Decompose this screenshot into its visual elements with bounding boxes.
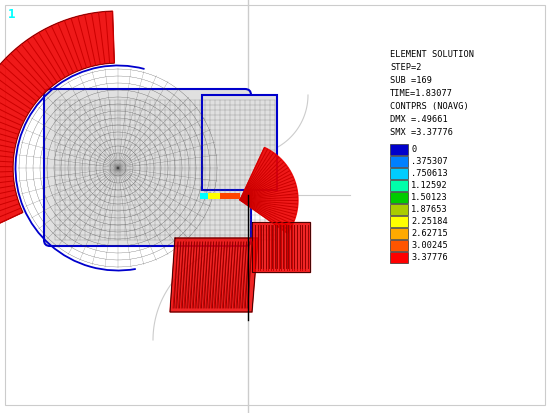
Text: 3.37776: 3.37776 — [411, 253, 448, 262]
Bar — [390, 144, 408, 155]
Polygon shape — [252, 222, 310, 272]
Bar — [390, 252, 408, 263]
Bar — [202, 95, 277, 190]
Bar — [390, 216, 408, 227]
Text: TIME=1.83077: TIME=1.83077 — [390, 89, 453, 98]
Bar — [220, 193, 240, 199]
Bar — [390, 156, 408, 167]
Text: .375307: .375307 — [411, 157, 448, 166]
Text: SUB =169: SUB =169 — [390, 76, 432, 85]
Bar — [200, 193, 208, 199]
Bar — [390, 168, 408, 179]
FancyBboxPatch shape — [44, 89, 251, 246]
Bar — [200, 193, 220, 199]
Text: 3.00245: 3.00245 — [411, 241, 448, 250]
Polygon shape — [0, 11, 114, 234]
Text: STEP=2: STEP=2 — [390, 63, 421, 72]
Text: ELEMENT SOLUTION: ELEMENT SOLUTION — [390, 50, 474, 59]
Text: 1.87653: 1.87653 — [411, 205, 448, 214]
Text: 1.12592: 1.12592 — [411, 181, 448, 190]
Text: SMX =3.37776: SMX =3.37776 — [390, 128, 453, 137]
Text: 1.50123: 1.50123 — [411, 193, 448, 202]
Text: CONTPRS (NOAVG): CONTPRS (NOAVG) — [390, 102, 469, 111]
Bar — [390, 180, 408, 191]
Text: 1: 1 — [8, 8, 15, 21]
Bar — [390, 240, 408, 251]
Text: 2.62715: 2.62715 — [411, 229, 448, 238]
Bar — [390, 204, 408, 215]
Polygon shape — [170, 238, 258, 312]
Text: 2.25184: 2.25184 — [411, 217, 448, 226]
Text: DMX =.49661: DMX =.49661 — [390, 115, 448, 124]
Polygon shape — [240, 147, 298, 233]
Bar — [390, 192, 408, 203]
Text: .750613: .750613 — [411, 169, 448, 178]
Bar — [390, 228, 408, 239]
Text: 0: 0 — [411, 145, 416, 154]
Bar — [200, 193, 240, 199]
